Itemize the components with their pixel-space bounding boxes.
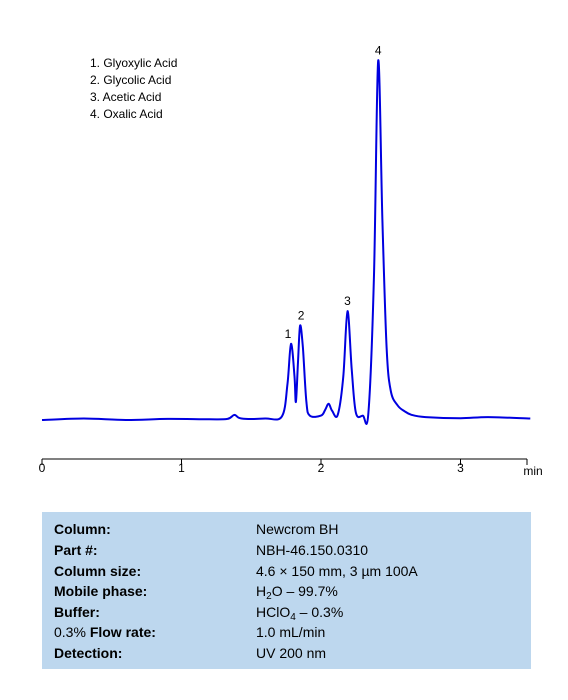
buffer-row: Buffer: HClO4 – 0.3%	[54, 602, 524, 623]
x-tick-label: 1	[178, 461, 185, 475]
part-label: Part #:	[54, 542, 98, 558]
legend-item: 1. Glyoxylic Acid	[90, 56, 178, 70]
column-size-row: Column size: 4.6 × 150 mm, 3 µm 100A	[54, 561, 524, 581]
part-value: NBH-46.150.0310	[256, 542, 369, 558]
compound-legend: 1. Glyoxylic Acid 2. Glycolic Acid 3. Ac…	[90, 55, 177, 123]
x-axis-label: min	[523, 464, 542, 478]
peak-labels: 12 3 4	[285, 44, 382, 341]
legend-item: 2. Glycolic Acid	[90, 73, 172, 87]
peak-label: 1	[285, 327, 292, 341]
x-axis-tick-labels: 0 1 2 3	[39, 461, 465, 475]
flow-rate-value: 1.0 mL/min	[256, 624, 326, 640]
column-value: Newcrom BH	[256, 521, 339, 537]
column-row: Column: Newcrom BH	[54, 519, 524, 539]
detection-label: Detection:	[54, 645, 123, 661]
peak-label: 3	[344, 294, 351, 308]
x-tick-label: 3	[457, 461, 464, 475]
x-axis-ticks	[41, 459, 528, 465]
detection-row: Detection: UV 200 nm	[54, 643, 524, 663]
x-tick-label: 0	[39, 461, 46, 475]
chromatogram-trace	[41, 59, 531, 425]
column-size-label: Column size:	[54, 563, 142, 579]
flow-rate-row: 0.3% Flow rate: 1.0 mL/min	[54, 622, 524, 642]
legend-item: 3. Acetic Acid	[90, 90, 162, 104]
detection-value: UV 200 nm	[256, 645, 327, 661]
column-label: Column:	[54, 521, 111, 537]
flow-rate-label: 0.3% Flow rate:	[54, 624, 156, 640]
mobile-phase-value: H2O – 99.7%	[256, 583, 338, 602]
column-size-value: 4.6 × 150 mm, 3 µm 100A	[256, 563, 418, 579]
legend-item: 4. Oxalic Acid	[90, 107, 163, 121]
peak-label: 2	[298, 309, 305, 323]
method-info-panel: Column: Newcrom BH Part #: NBH-46.150.03…	[42, 512, 531, 669]
buffer-label: Buffer:	[54, 604, 100, 620]
peak-label: 4	[375, 44, 382, 58]
mobile-phase-label: Mobile phase:	[54, 583, 148, 599]
x-tick-label: 2	[318, 461, 325, 475]
part-row: Part #: NBH-46.150.0310	[54, 540, 524, 560]
buffer-value: HClO4 – 0.3%	[256, 604, 344, 623]
mobile-phase-row: Mobile phase: H2O – 99.7%	[54, 581, 524, 602]
